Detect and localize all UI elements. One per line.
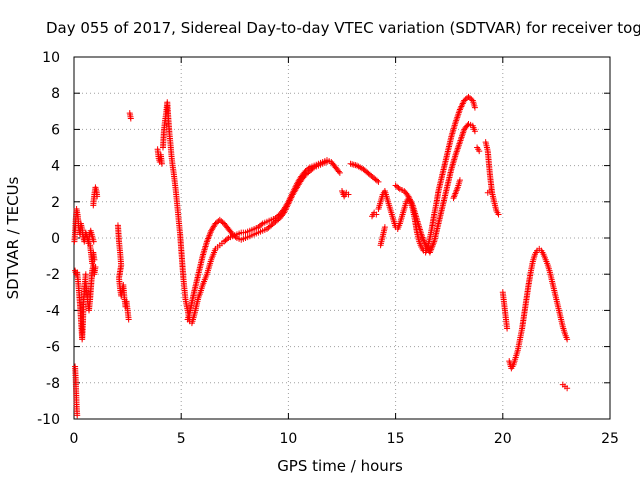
data-point	[495, 211, 502, 218]
data-point	[232, 233, 239, 240]
x-tick-label: 25	[601, 431, 619, 447]
data-point	[395, 184, 402, 191]
y-tick-label: 4	[51, 159, 60, 175]
data-point	[471, 104, 478, 111]
y-tick-label: -6	[46, 340, 60, 356]
data-point	[476, 148, 483, 155]
y-tick-label: 0	[51, 231, 60, 247]
y-tick-labels: -10 -8 -6 -4 -2 0 2 4 6 8 10	[37, 50, 60, 428]
x-tick-label: 10	[279, 431, 297, 447]
data-point	[309, 165, 316, 172]
data-point	[335, 168, 342, 175]
y-tick-label: -2	[46, 267, 60, 283]
chart-title: Day 055 of 2017, Sidereal Day-to-day VTE…	[46, 19, 640, 37]
data-point	[125, 316, 132, 323]
y-tick-label: -10	[37, 412, 60, 428]
data-point	[228, 230, 235, 237]
y-tick-label: -8	[46, 376, 60, 392]
x-tick-label: 0	[70, 431, 79, 447]
x-tick-labels: 0 5 10 15 20 25	[70, 431, 619, 447]
x-tick-label: 15	[387, 431, 405, 447]
data-point	[345, 191, 352, 198]
data-point	[381, 224, 388, 231]
data-point	[468, 96, 475, 103]
data-point	[374, 177, 381, 184]
y-axis-label: SDTVAR / TECUs	[4, 176, 22, 299]
data-point	[74, 412, 81, 419]
y-tick-label: 10	[42, 50, 60, 66]
data-points	[71, 93, 571, 419]
data-point	[92, 263, 99, 270]
y-tick-label: 6	[51, 122, 60, 138]
data-point	[504, 325, 511, 332]
data-point	[94, 193, 101, 200]
data-point	[219, 219, 226, 226]
data-point	[275, 216, 282, 223]
data-point	[471, 128, 478, 135]
axis-ticks	[73, 56, 611, 420]
data-point	[373, 211, 380, 218]
y-tick-label: -4	[46, 303, 60, 319]
data-point	[336, 169, 343, 176]
y-tick-label: 8	[51, 86, 60, 102]
data-point	[456, 177, 463, 184]
data-point	[127, 115, 134, 122]
data-point	[258, 221, 265, 228]
data-point	[90, 238, 97, 245]
data-point	[486, 187, 493, 194]
grid-lines	[74, 57, 610, 419]
x-tick-label: 5	[177, 431, 186, 447]
data-point	[223, 236, 230, 243]
data-point	[375, 178, 382, 185]
data-point	[91, 256, 98, 263]
data-point	[323, 158, 330, 165]
data-point	[564, 385, 571, 392]
y-tick-label: 2	[51, 195, 60, 211]
data-point	[301, 173, 308, 180]
data-point	[564, 336, 571, 343]
data-point	[158, 160, 165, 167]
x-tick-label: 20	[494, 431, 512, 447]
data-point	[82, 271, 89, 278]
x-axis-label: GPS time / hours	[277, 457, 403, 475]
